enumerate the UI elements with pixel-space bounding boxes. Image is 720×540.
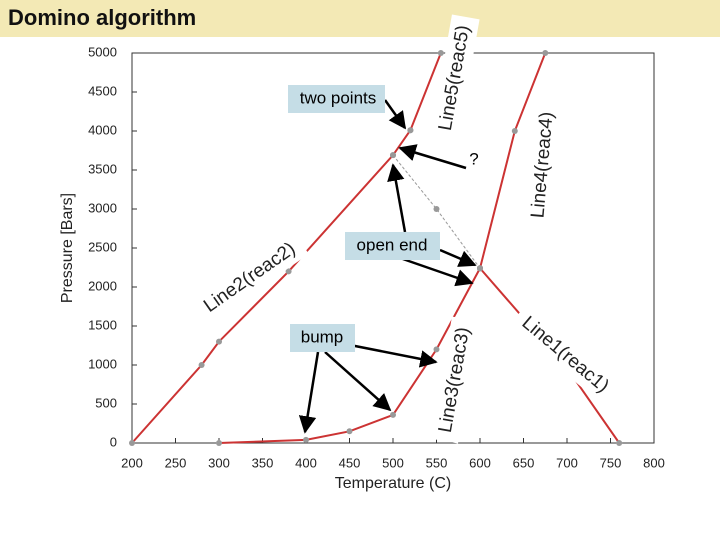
x-tick-label: 450 — [339, 455, 361, 470]
annotation: open end — [357, 235, 428, 254]
y-tick-label: 1500 — [88, 317, 117, 332]
y-tick-label: 3500 — [88, 161, 117, 176]
data-point — [216, 338, 222, 345]
x-tick-label: 650 — [513, 455, 535, 470]
x-tick-label: 500 — [382, 455, 404, 470]
label-bg — [508, 304, 622, 406]
y-tick-label: 2000 — [88, 278, 117, 293]
legend-label: Line2(reac2) — [200, 238, 299, 316]
series-label: Line3(reac3) — [430, 316, 480, 444]
label-bg — [191, 230, 309, 326]
y-tick-label: 0 — [110, 434, 117, 449]
data-point — [542, 50, 549, 56]
data-point — [433, 346, 440, 353]
data-point — [407, 127, 414, 134]
y-tick-label: 3000 — [88, 200, 117, 215]
series-label: Line1(reac1) — [508, 304, 622, 406]
annotation-box — [288, 85, 385, 113]
series-line — [131, 129, 412, 444]
data-point — [477, 265, 483, 272]
x-axis-label: Temperature (C) — [335, 475, 451, 492]
annotation: two points — [300, 88, 377, 107]
title-banner — [0, 0, 720, 37]
y-tick-label: 500 — [95, 395, 117, 410]
x-tick-label: 800 — [643, 455, 665, 470]
annotation: bump — [301, 327, 344, 346]
data-point — [216, 440, 222, 446]
data-point — [616, 440, 623, 446]
data-point — [390, 411, 396, 418]
y-tick-label: 5000 — [88, 44, 117, 59]
x-tick-label: 350 — [252, 455, 274, 470]
data-point — [198, 362, 205, 368]
data-point — [285, 268, 292, 275]
y-tick-label: 2500 — [88, 239, 117, 254]
x-tick-label: 200 — [121, 455, 143, 470]
series-line — [409, 52, 442, 131]
annotation-box — [345, 232, 440, 260]
data-point — [433, 206, 440, 212]
y-tick-label: 4500 — [88, 83, 117, 98]
x-tick-label: 300 — [208, 455, 230, 470]
series-line — [218, 267, 481, 444]
x-tick-label: 600 — [469, 455, 491, 470]
x-tick-label: 400 — [295, 455, 317, 470]
data-point — [303, 436, 309, 443]
label-bg — [430, 14, 480, 142]
label-bg — [523, 102, 563, 228]
data-point — [390, 152, 396, 159]
annotation: ? — [469, 149, 478, 168]
x-tick-label: 550 — [426, 455, 448, 470]
series-label: Line4(reac4) — [523, 102, 563, 228]
annotation-box — [290, 324, 355, 352]
legend-label: Line1(reac1) — [518, 312, 613, 397]
label-bg — [430, 316, 480, 444]
arrows — [298, 99, 477, 434]
data-point — [511, 128, 518, 134]
data-point — [437, 50, 444, 56]
x-tick-label: 250 — [165, 455, 187, 470]
y-tick-label: 1000 — [88, 356, 117, 371]
data-point — [129, 440, 135, 446]
y-tick-label: 4000 — [88, 122, 117, 137]
data-point — [346, 428, 353, 435]
x-tick-label: 750 — [600, 455, 622, 470]
x-tick-label: 700 — [556, 455, 578, 470]
y-axis-label: Pressure [Bars] — [59, 193, 76, 303]
slide-title: Domino algorithm — [8, 5, 196, 30]
